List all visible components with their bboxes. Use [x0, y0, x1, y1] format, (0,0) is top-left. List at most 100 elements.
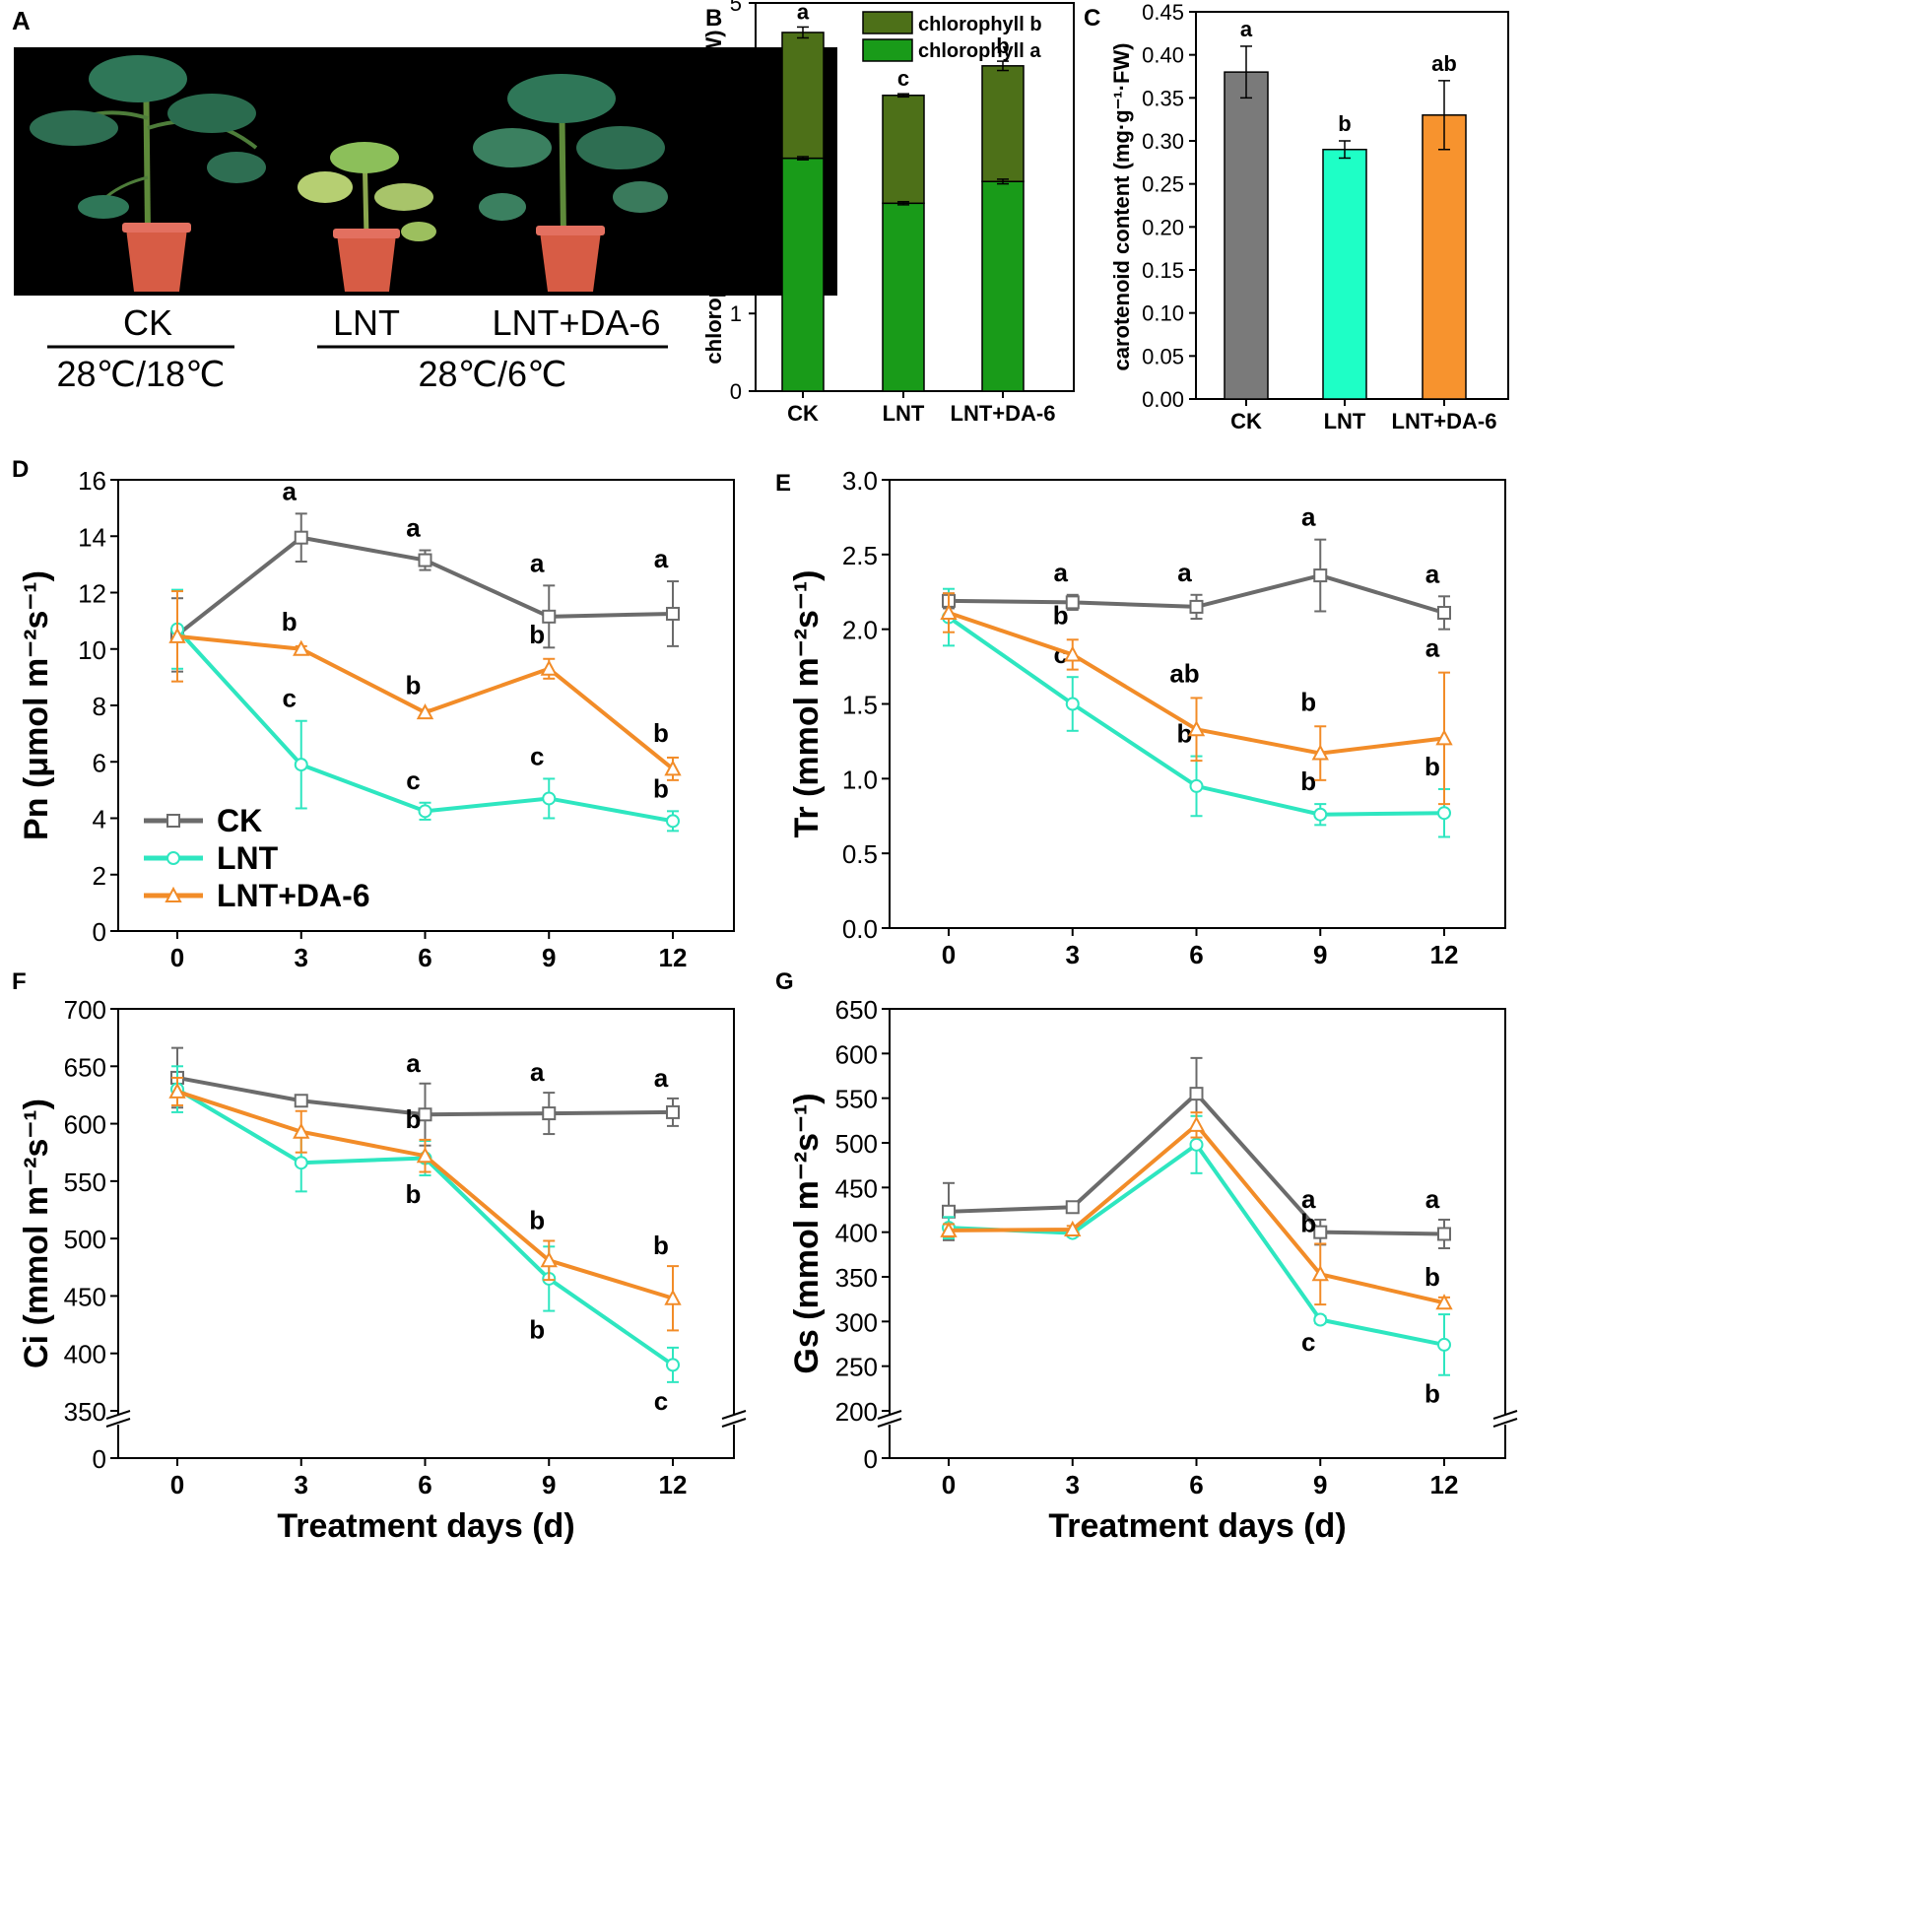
- x-tick-label: 6: [418, 943, 431, 972]
- x-tick-label: 0: [942, 940, 956, 969]
- significance-letter: a: [797, 0, 810, 24]
- significance-letter: c: [1054, 639, 1068, 669]
- plant-da6-picture: [473, 74, 668, 292]
- y-tick-label: 0.35: [1142, 86, 1184, 110]
- y-tick-label: 0.00: [1142, 387, 1184, 412]
- x-tick-label: 3: [1066, 1470, 1080, 1499]
- y-tick-label: 700: [64, 995, 106, 1025]
- y-tick-label: 400: [835, 1219, 878, 1248]
- x-tick-label: LNT: [1324, 409, 1366, 433]
- y-axis-label: Pn (μmol m⁻²s⁻¹): [18, 570, 55, 840]
- data-point-ck: [666, 606, 680, 621]
- y-tick-label: 0: [93, 1444, 106, 1474]
- significance-letter: a: [406, 1048, 421, 1078]
- bar-chlorophyll-b: [781, 32, 825, 160]
- bar-lnt: [1322, 148, 1367, 400]
- x-tick-label: 9: [542, 1470, 556, 1499]
- data-point-da6: [1311, 1265, 1329, 1282]
- x-tick-label: 3: [1066, 940, 1080, 969]
- legend-label: chlorophyll a: [918, 40, 1041, 62]
- significance-letter: b: [1424, 1262, 1440, 1292]
- y-axis-label: Tr (mmol m⁻²s⁻¹): [788, 569, 826, 837]
- y-axis-label: Gs (mmol m⁻²s⁻¹): [788, 1093, 826, 1373]
- data-point-da6: [1064, 1220, 1082, 1236]
- x-tick-label: LNT+DA-6: [1392, 409, 1497, 433]
- x-tick-label: 12: [1430, 1470, 1459, 1499]
- significance-letter: b: [1300, 766, 1316, 796]
- significance-letter: b: [653, 1231, 669, 1260]
- significance-letter: b: [406, 1104, 422, 1134]
- legend-label: CK: [217, 803, 262, 838]
- data-point-lnt: [1189, 778, 1204, 793]
- y-tick-label: 1.0: [842, 765, 878, 794]
- panel-e-letter: E: [775, 470, 791, 497]
- temp-lnt-label: 28℃/6℃: [419, 354, 567, 394]
- significance-letter: b: [1300, 687, 1316, 716]
- data-point-lnt: [1437, 1337, 1451, 1352]
- x-axis-label: Treatment days (d): [1048, 1507, 1346, 1545]
- temp-ck-label: 28℃/18℃: [57, 354, 226, 394]
- significance-letter: b: [1338, 111, 1351, 136]
- data-point-da6: [1435, 1294, 1453, 1310]
- significance-letter: b: [1053, 600, 1069, 630]
- legend-label: chlorophyll b: [918, 14, 1042, 35]
- data-point-lnt: [666, 814, 680, 829]
- axis-break-mark: [877, 1410, 902, 1420]
- y-tick-label: 2.0: [842, 616, 878, 645]
- y-axis-label: Ci (mmol m⁻²s⁻¹): [18, 1099, 55, 1368]
- panel-b-letter: B: [705, 5, 722, 32]
- chart-e-tr: 0.0 0.5 1.0 1.5 2.0 2.5 3.0 0 3 6 9 12 Tr (mmol m⁻²s…: [788, 466, 1506, 969]
- y-tick-label: 0: [864, 1444, 878, 1474]
- x-tick-label: 12: [1430, 940, 1459, 969]
- significance-letter: a: [1425, 633, 1440, 663]
- data-point-da6: [293, 639, 310, 656]
- x-tick-label: 0: [170, 1470, 184, 1499]
- panel-g-letter: G: [775, 968, 794, 995]
- significance-letter: c: [406, 766, 420, 795]
- data-point-da6: [416, 703, 434, 720]
- data-point-ck: [294, 530, 308, 545]
- data-point-da6: [168, 1082, 186, 1099]
- y-tick-label: 0: [730, 379, 742, 404]
- legend-swatch-chlorophyll-b: [862, 11, 913, 34]
- data-point-da6: [1064, 645, 1082, 662]
- y-tick-label: 0: [93, 917, 106, 947]
- significance-letter: b: [406, 1179, 422, 1209]
- data-point-da6: [293, 1122, 310, 1139]
- x-tick-label: 3: [295, 943, 308, 972]
- significance-letter: b: [1424, 1379, 1440, 1409]
- y-tick-label: 0.20: [1142, 215, 1184, 239]
- y-tick-label: 2.5: [842, 541, 878, 570]
- data-point-da6: [1311, 744, 1329, 761]
- y-tick-label: 6: [93, 748, 106, 777]
- axis-break-mark: [1492, 1418, 1518, 1428]
- data-point-da6: [664, 760, 682, 776]
- significance-letter: ab: [1169, 658, 1199, 688]
- data-point-ck: [542, 609, 557, 624]
- x-tick-label: LNT+DA-6: [951, 401, 1056, 426]
- significance-letter: a: [406, 513, 421, 543]
- panel-d-letter: D: [12, 456, 29, 483]
- x-tick-label: LNT: [883, 401, 925, 426]
- y-tick-label: 600: [64, 1110, 106, 1140]
- significance-letter: c: [1301, 1327, 1315, 1357]
- y-tick-label: 650: [64, 1052, 106, 1082]
- axis-break-mark: [105, 1418, 131, 1428]
- data-point-da6: [168, 627, 186, 643]
- significance-letter: a: [654, 544, 669, 573]
- x-tick-label: 6: [1189, 1470, 1203, 1499]
- axis-break-mark: [877, 1418, 902, 1428]
- x-axis-label: Treatment days (d): [277, 1507, 574, 1545]
- y-tick-label: 0.45: [1142, 0, 1184, 25]
- legend-marker: [166, 851, 180, 865]
- data-point-ck: [1189, 599, 1204, 614]
- x-tick-label: CK: [1230, 409, 1262, 433]
- y-tick-label: 0.0: [842, 914, 878, 944]
- data-point-ck: [1313, 568, 1328, 583]
- data-point-da6: [416, 1147, 434, 1164]
- significance-letter: a: [1301, 1184, 1316, 1214]
- significance-letter: b: [996, 33, 1009, 58]
- significance-letter: b: [529, 1315, 545, 1345]
- panel-a: A: [12, 6, 837, 394]
